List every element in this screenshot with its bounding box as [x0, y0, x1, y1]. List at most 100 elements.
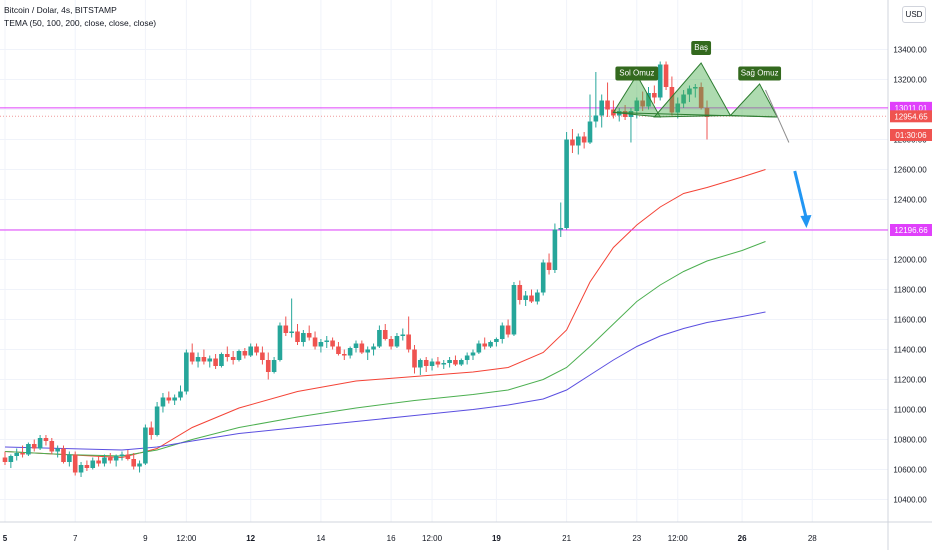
candle-body — [195, 357, 201, 362]
candle-body — [576, 136, 581, 146]
projection-line — [765, 89, 790, 143]
candle-body — [377, 330, 382, 347]
candle-body — [435, 361, 441, 365]
price-label-box — [890, 129, 932, 141]
candle-body — [160, 397, 166, 407]
time-tick-label: 14 — [316, 534, 325, 543]
candle-body — [143, 427, 148, 464]
candle-body — [166, 397, 172, 401]
price-tick-label: 12400.00 — [893, 196, 927, 205]
candle-body — [675, 103, 681, 113]
candle-body — [470, 352, 476, 356]
candle-body — [283, 325, 289, 333]
candle-body — [137, 463, 142, 467]
time-tick-label: 23 — [632, 534, 641, 543]
candle-body — [178, 391, 183, 398]
candle-body — [529, 295, 534, 302]
price-tick-label: 13400.00 — [893, 46, 927, 55]
price-label: 01:30:06 — [895, 131, 927, 140]
candle-body — [423, 360, 429, 366]
tema-lines — [4, 169, 766, 459]
time-tick-label: 28 — [808, 534, 817, 543]
price-tick-label: 11800.00 — [894, 286, 927, 295]
price-label-box — [890, 224, 932, 237]
candle-body — [72, 454, 78, 473]
candle-body — [482, 343, 487, 347]
candle-body — [704, 108, 710, 117]
price-label: 12954.65 — [894, 112, 928, 121]
candle-body — [113, 456, 119, 461]
candle-body — [599, 100, 604, 116]
candle-body — [61, 448, 66, 462]
candle-body — [535, 292, 540, 302]
candle-body — [511, 285, 517, 335]
candle-body — [184, 352, 189, 392]
candle-body — [84, 465, 90, 468]
candle-body — [78, 465, 84, 473]
horizontal-lines — [0, 107, 888, 231]
price-tick-label: 10400.00 — [893, 496, 927, 505]
candle-body — [459, 360, 464, 365]
candle-body — [108, 457, 113, 461]
price-tick-label: 11600.00 — [894, 316, 927, 325]
candle-body — [388, 339, 394, 347]
tema-line-1 — [4, 169, 766, 459]
candle-body — [312, 337, 318, 347]
time-tick-label: 12:00 — [176, 534, 197, 543]
candle-body — [523, 295, 528, 300]
candle-body — [43, 438, 49, 441]
candle-body — [546, 262, 552, 270]
candle-body — [265, 360, 271, 372]
candle-body — [254, 346, 259, 353]
time-tick-label: 26 — [738, 534, 747, 543]
time-tick-label: 7 — [73, 534, 78, 543]
candle-body — [277, 325, 283, 360]
currency-button[interactable]: USD — [902, 6, 926, 23]
candle-body — [412, 349, 417, 368]
candle-body — [382, 330, 388, 339]
neckline — [613, 112, 778, 118]
candle-body — [248, 346, 253, 356]
candle-body — [581, 136, 587, 143]
candle-body — [14, 453, 19, 456]
time-tick-label: 19 — [492, 534, 501, 543]
candle-body — [394, 336, 400, 347]
candle-body — [634, 100, 640, 111]
indicator-title[interactable]: TEMA (50, 100, 200, close, close, close) — [4, 18, 157, 28]
candle-body — [698, 87, 704, 108]
candle-body — [693, 87, 698, 89]
symbol-title[interactable]: Bitcoin / Dolar, 4s, BITSTAMP — [4, 5, 117, 15]
candle-body — [681, 94, 686, 104]
price-label: 13011.01 — [895, 104, 928, 113]
candle-body — [55, 448, 60, 452]
candle-body — [418, 360, 423, 368]
candle-body — [406, 334, 411, 350]
candle-body — [306, 333, 312, 338]
candle-body — [148, 427, 154, 435]
candle-body — [687, 88, 692, 95]
time-tick-label: 12:00 — [668, 534, 689, 543]
candle-body — [131, 459, 136, 467]
candle-body — [494, 339, 499, 342]
candle-body — [2, 457, 8, 462]
candle-body — [552, 229, 558, 270]
candle-body — [347, 348, 353, 356]
candle-body — [605, 100, 610, 110]
candle-body — [236, 351, 242, 360]
pattern-label-box — [615, 66, 659, 81]
candle-body — [593, 115, 599, 122]
price-label-box — [890, 110, 932, 123]
candle-body — [295, 331, 300, 342]
candle-body — [657, 64, 663, 98]
price-tick-label: 11400.00 — [894, 346, 927, 355]
candle-body — [49, 441, 55, 452]
price-tick-label: 12600.00 — [893, 166, 927, 175]
candle-body — [640, 100, 645, 107]
candle-body — [20, 453, 25, 455]
candle-body — [26, 444, 31, 455]
pattern-label: Baş — [694, 43, 708, 52]
price-tick-label: 11000.00 — [894, 406, 927, 415]
candle-body — [669, 87, 675, 113]
candle-body — [324, 340, 330, 342]
